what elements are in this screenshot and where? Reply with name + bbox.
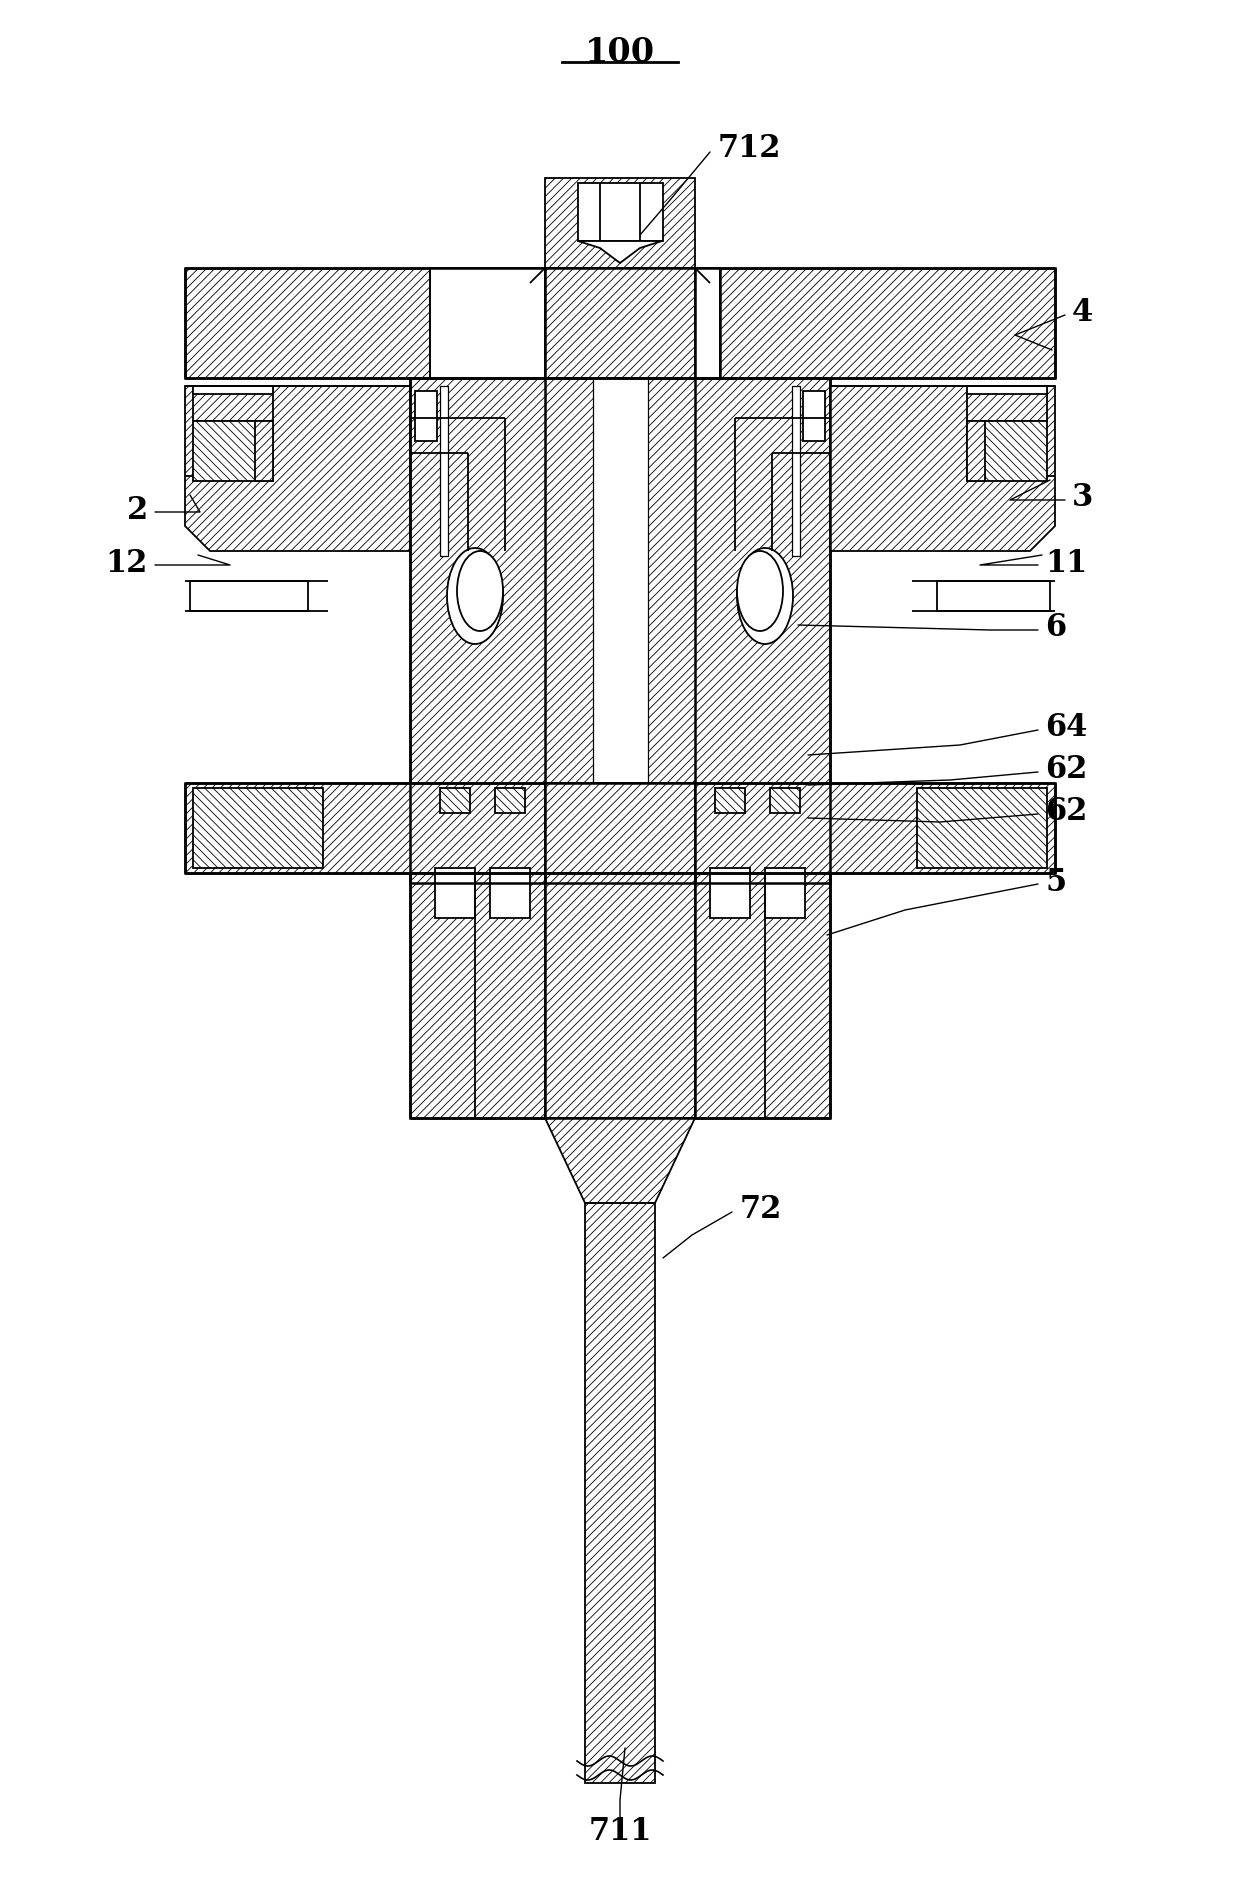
Text: 11: 11 xyxy=(1045,548,1087,578)
Bar xyxy=(193,387,273,394)
Text: 4: 4 xyxy=(1073,297,1094,327)
Bar xyxy=(937,582,1050,612)
Bar xyxy=(190,582,308,612)
Bar xyxy=(711,867,750,918)
Bar xyxy=(546,873,694,1119)
Text: 6: 6 xyxy=(1045,612,1066,644)
Polygon shape xyxy=(830,387,1055,552)
Bar xyxy=(193,390,273,420)
Bar xyxy=(720,268,1055,377)
Bar xyxy=(495,788,525,813)
Text: 5: 5 xyxy=(1045,867,1066,897)
Bar xyxy=(546,268,694,377)
Bar xyxy=(185,268,430,377)
Bar xyxy=(546,178,694,268)
Text: 72: 72 xyxy=(740,1194,782,1226)
Bar xyxy=(967,387,1047,394)
Bar xyxy=(435,867,475,918)
Bar xyxy=(546,268,694,285)
Bar xyxy=(430,268,546,377)
Bar xyxy=(490,867,529,918)
Bar xyxy=(967,420,985,481)
Polygon shape xyxy=(578,240,662,263)
Bar xyxy=(593,377,649,882)
Bar xyxy=(578,182,663,240)
Ellipse shape xyxy=(458,552,503,631)
Bar xyxy=(193,788,322,867)
Bar xyxy=(440,387,448,556)
Text: 3: 3 xyxy=(1073,482,1094,512)
Bar xyxy=(193,420,273,481)
Bar xyxy=(410,873,830,1119)
Bar xyxy=(585,1203,655,1783)
Ellipse shape xyxy=(737,548,794,644)
Bar xyxy=(415,390,436,441)
Bar xyxy=(255,420,273,481)
Text: 2: 2 xyxy=(126,494,148,526)
Bar xyxy=(765,867,805,918)
Text: 64: 64 xyxy=(1045,713,1087,743)
Text: 100: 100 xyxy=(585,36,655,68)
Polygon shape xyxy=(546,1119,694,1203)
Text: 712: 712 xyxy=(718,133,781,163)
Bar xyxy=(792,387,800,556)
Bar xyxy=(967,420,1047,481)
Bar xyxy=(804,390,825,441)
Bar xyxy=(694,268,720,377)
Bar xyxy=(410,377,830,882)
Bar xyxy=(440,788,470,813)
Bar xyxy=(967,390,1047,420)
Polygon shape xyxy=(185,387,410,552)
Bar xyxy=(715,788,745,813)
Text: 62: 62 xyxy=(1045,796,1087,828)
Ellipse shape xyxy=(737,552,782,631)
Bar xyxy=(770,788,800,813)
Bar xyxy=(185,783,1055,873)
Text: 62: 62 xyxy=(1045,755,1087,785)
Ellipse shape xyxy=(446,548,503,644)
Text: 711: 711 xyxy=(588,1817,652,1847)
Bar xyxy=(546,783,694,873)
Bar xyxy=(918,788,1047,867)
Text: 12: 12 xyxy=(105,548,148,578)
